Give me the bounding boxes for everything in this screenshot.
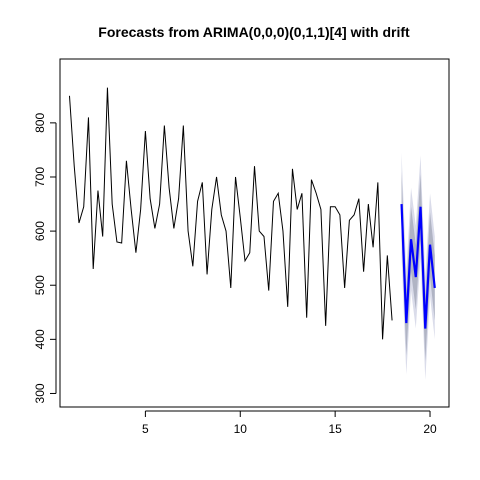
chart-title: Forecasts from ARIMA(0,0,0)(0,1,1)[4] wi… [98, 24, 410, 40]
y-tick-label: 600 [33, 221, 47, 241]
observed-series-line [68, 87, 393, 340]
x-tick-label: 15 [328, 422, 342, 436]
plot-frame [59, 58, 450, 408]
y-tick-label: 300 [33, 383, 47, 403]
x-tick-label: 20 [423, 422, 437, 436]
y-tick-label: 700 [33, 167, 47, 187]
x-tick-label: 5 [142, 422, 149, 436]
x-tick-label: 10 [234, 422, 248, 436]
forecast-mean-line [400, 204, 436, 329]
y-tick-label: 500 [33, 275, 47, 295]
y-tick-label: 400 [33, 329, 47, 349]
series-layer [68, 87, 436, 340]
axes-layer: 5 10 15 20 300 400 500 600 700 800 [33, 113, 437, 436]
y-tick-label: 800 [33, 113, 47, 133]
